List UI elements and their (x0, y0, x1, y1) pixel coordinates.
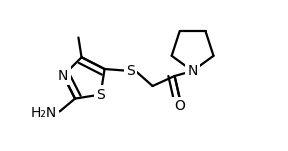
Text: H₂N: H₂N (31, 106, 57, 120)
Text: N: N (187, 64, 198, 78)
Text: S: S (126, 64, 135, 78)
Text: N: N (187, 64, 198, 78)
Text: S: S (96, 88, 105, 102)
Text: O: O (174, 99, 185, 113)
Text: N: N (58, 69, 69, 83)
